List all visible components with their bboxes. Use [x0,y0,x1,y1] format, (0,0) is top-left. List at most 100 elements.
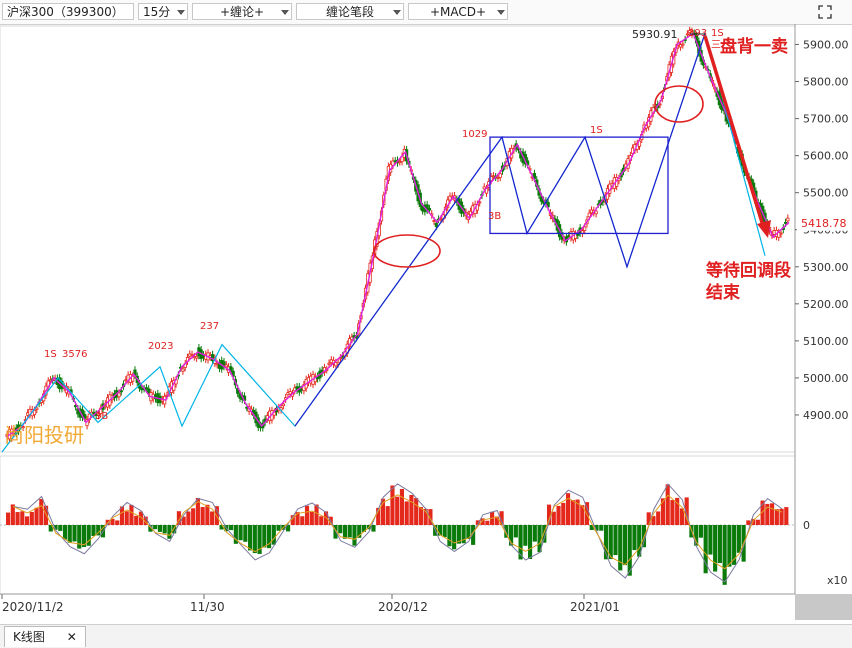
macd-histogram-bar [162,525,167,534]
price-tick-label: 5800.00 [803,76,849,89]
macd-histogram-bar [466,525,471,539]
time-tick-label: 2020/12 [378,600,428,614]
indicator-macd-label: +MACD+ [429,5,487,19]
macd-histogram-bar [338,525,343,534]
macd-histogram-bar [124,511,129,525]
macd-histogram-bar [409,494,414,525]
chart-toolbar: 沪深300（399300） 15分 +缠论+ 缠论笔段 +MACD+ [0,0,852,25]
macd-histogram-bar [252,525,257,554]
macd-histogram-bar [361,525,367,532]
price-tick-label: 5300.00 [803,261,849,274]
macd-histogram-bar [532,525,537,542]
macd-histogram-bar [770,503,775,525]
macd-histogram-bar [210,511,215,525]
candle [434,222,438,227]
macd-histogram-bar [390,485,395,525]
macd-histogram-bar [48,525,53,532]
sell-arrow-shaft [703,35,766,230]
macd-histogram-bar [43,505,49,525]
candle [685,33,690,36]
candle [583,226,587,231]
time-tick-label: 11/30 [190,600,225,614]
pen-label: 1S [711,28,724,39]
macd-histogram-bar [698,525,703,538]
tab-kline[interactable]: K线图 ✕ [4,626,86,647]
macd-histogram-bar [565,493,571,525]
candle [482,186,486,190]
candle [83,414,87,419]
indicator-chanlun-select[interactable]: +缠论+ [192,3,292,20]
candle [224,364,228,368]
macd-histogram-bar [622,525,628,566]
macd-histogram-bar [646,512,651,525]
macd-histogram-bar [347,525,352,538]
macd-histogram-bar [157,525,162,532]
macd-histogram-bar [561,502,566,525]
sell-arrow-head [757,220,771,238]
axis-corner [795,594,852,620]
macd-histogram-bar [656,511,661,525]
candle [181,368,185,372]
macd-histogram-bar [651,516,656,525]
close-icon[interactable]: ✕ [66,630,77,644]
macd-histogram-bar [205,504,210,525]
candle [144,387,148,390]
macd-histogram-bar [736,525,741,553]
candle [491,175,495,178]
watermark-text: 尚阳投研 [4,423,84,447]
candle [32,409,37,416]
indicator-bi-label: 缠论笔段 [325,5,374,19]
chart-area: 5900.005800.005700.005600.005500.005400.… [0,24,852,624]
period-label: 15分 [143,5,171,19]
macd-histogram-bar [746,520,751,525]
symbol-selector[interactable]: 沪深300（399300） [2,3,134,20]
macd-zero-label: 0 [803,519,810,532]
highlight-ellipse [654,85,704,123]
pen-label: 3B [488,211,501,222]
macd-histogram-bar [395,496,400,525]
period-select[interactable]: 15分 [138,3,188,20]
macd-histogram-bar [295,512,300,525]
macd-histogram-bar [153,525,158,530]
pen-label: 三 [711,40,721,51]
macd-dif-line [13,483,783,583]
macd-histogram-bar [115,520,120,525]
peak-price-label: 5930.91 [632,28,678,41]
kline-chart: 5900.005800.005700.005600.005500.005400.… [0,24,852,620]
macd-histogram-bar [176,511,181,525]
indicator-macd-select[interactable]: +MACD+ [408,3,508,20]
fullscreen-icon[interactable] [818,5,832,19]
macd-histogram-bar [20,511,25,525]
macd-histogram-bar [129,504,134,525]
macd-histogram-bar [39,498,44,525]
macd-histogram-bar [248,525,253,551]
macd-histogram-bar [399,488,405,525]
candle [539,196,543,202]
macd-histogram-bar [238,525,243,541]
macd-histogram-bar [594,525,599,531]
macd-histogram-bar [428,509,433,525]
indicator-bi-select[interactable]: 缠论笔段 [296,3,404,20]
macd-histogram-bar [603,525,609,560]
macd-histogram-bar [267,525,272,549]
pen-label: 2023 [148,341,173,352]
macd-histogram-bar [376,507,381,525]
candle [190,354,194,356]
macd-histogram-bar [262,525,267,548]
macd-histogram-bar [442,525,447,538]
macd-histogram-bar [10,504,15,525]
macd-histogram-bar [385,506,390,525]
macd-histogram-bar [570,500,575,525]
macd-histogram-bar [627,525,632,576]
candle [327,362,331,365]
macd-histogram-bar [423,508,428,525]
macd-histogram-bar [229,525,234,531]
macd-histogram-bar [257,525,262,554]
price-tick-label: 5700.00 [803,113,849,126]
macd-histogram-bar [323,511,329,525]
macd-histogram-bar [148,525,153,532]
price-tick-label: 5600.00 [803,150,849,163]
price-tick-label: 5500.00 [803,187,849,200]
price-tick-label: 5100.00 [803,335,849,348]
price-tick-label: 5200.00 [803,298,849,311]
